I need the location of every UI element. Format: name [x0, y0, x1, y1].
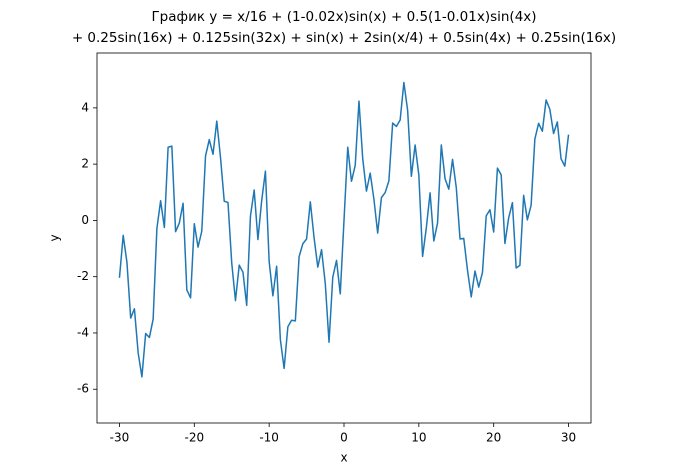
x-tick-label: 0: [340, 431, 348, 445]
data-line: [118, 81, 570, 378]
y-tick-label: 4: [81, 100, 89, 114]
y-tick-label: -2: [77, 269, 89, 283]
y-tick-label: -4: [77, 325, 89, 339]
y-tick-label: -6: [77, 382, 89, 396]
x-tick-label: 10: [411, 431, 426, 445]
chart-title: График y = x/16 + (1-0.02x)sin(x) + 0.5(…: [151, 9, 536, 25]
plot-frame: [96, 52, 592, 424]
x-tick-label: 20: [486, 431, 501, 445]
chart-title: + 0.25sin(16x) + 0.125sin(32x) + sin(x) …: [72, 30, 616, 46]
x-tick-label: -20: [184, 431, 204, 445]
x-axis-label: x: [340, 451, 347, 465]
y-tick-label: 0: [81, 213, 89, 227]
x-tick-label: -30: [110, 431, 130, 445]
y-tick-label: 2: [81, 157, 89, 171]
x-tick-label: -10: [259, 431, 279, 445]
x-tick-label: 30: [561, 431, 576, 445]
y-axis-label: y: [48, 234, 62, 241]
